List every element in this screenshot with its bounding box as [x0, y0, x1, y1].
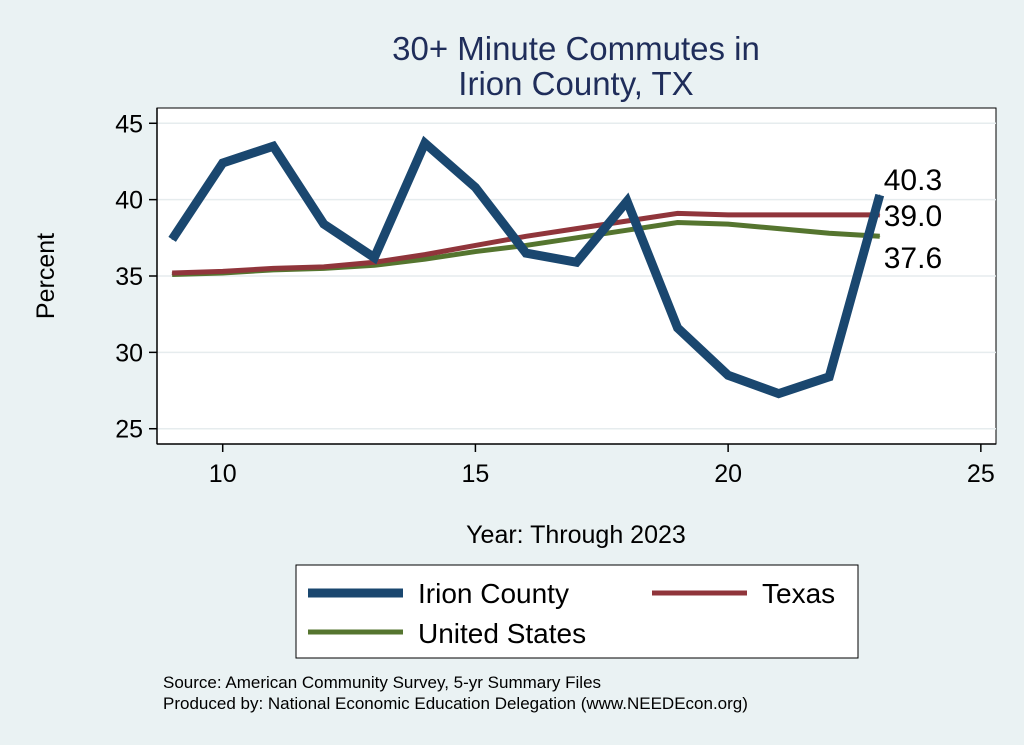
- end-labels: 40.339.0 37.6: [884, 164, 942, 275]
- data-point-irion-county-14: [424, 142, 426, 144]
- chart-title-line-1: 30+ Minute Commutes in: [392, 30, 760, 67]
- data-point-irion-county-16: [525, 252, 527, 254]
- y-tick-label-45: 45: [115, 110, 143, 138]
- y-tick-label-30: 30: [115, 339, 143, 367]
- data-point-united-states-14: [424, 258, 426, 260]
- y-tick-label-35: 35: [115, 263, 143, 291]
- end-label-irion-county: 40.3: [884, 164, 942, 197]
- data-point-texas-16: [525, 235, 527, 237]
- legend: Irion County Texas United States: [295, 564, 859, 659]
- series: [168, 135, 885, 399]
- data-point-texas-15: [474, 244, 476, 246]
- data-point-united-states-17: [576, 237, 577, 239]
- data-point-irion-county-13: [373, 257, 375, 259]
- data-point-texas-12: [323, 266, 325, 268]
- data-point-irion-county-20: [727, 374, 729, 376]
- data-point-irion-county-15: [474, 186, 476, 188]
- data-point-irion-county-23: [879, 194, 881, 196]
- data-point-texas-10: [222, 270, 224, 272]
- y-tick-label-25: 25: [115, 416, 143, 444]
- data-point-united-states-19: [677, 222, 679, 224]
- data-point-irion-county-9: [171, 238, 173, 240]
- legend-label-united-states: United States: [418, 618, 586, 649]
- data-point-irion-county-21: [778, 393, 780, 395]
- data-point-united-states-20: [727, 223, 729, 225]
- y-axis-title: Percent: [32, 233, 60, 319]
- data-point-texas-11: [272, 267, 274, 269]
- data-point-united-states-23: [879, 235, 881, 237]
- produced-by-note: Produced by: National Economic Education…: [163, 694, 748, 713]
- legend-label-irion-county: Irion County: [418, 578, 569, 609]
- data-point-texas-21: [778, 214, 780, 216]
- chart-title-line-2: Irion County, TX: [458, 65, 693, 102]
- end-label-texas: 39.0: [884, 200, 942, 233]
- data-point-texas-19: [677, 212, 679, 214]
- legend-label-texas: Texas: [762, 578, 835, 609]
- ticks: 25 30 35 40 45 10 15 20 25: [115, 110, 995, 488]
- source-note: Source: American Community Survey, 5-yr …: [163, 673, 601, 692]
- data-point-texas-18: [626, 220, 628, 222]
- x-axis-title: Year: Through 2023: [466, 521, 686, 549]
- data-point-irion-county-12: [323, 223, 325, 225]
- end-label-united-states: 37.6: [884, 242, 942, 275]
- x-tick-label-10: 10: [209, 460, 237, 488]
- data-point-texas-14: [424, 254, 426, 256]
- data-point-texas-23: [879, 214, 881, 216]
- data-point-texas-9: [171, 272, 173, 274]
- data-point-irion-county-10: [222, 162, 224, 164]
- data-point-united-states-22: [828, 232, 830, 234]
- data-point-texas-17: [576, 228, 577, 230]
- legend-box: [295, 564, 859, 659]
- data-point-irion-county-18: [626, 200, 628, 202]
- data-point-irion-county-17: [576, 261, 577, 263]
- data-point-irion-county-22: [828, 376, 830, 378]
- data-point-irion-county-19: [677, 327, 679, 329]
- data-point-united-states-21: [778, 228, 780, 230]
- data-point-irion-county-11: [272, 145, 274, 147]
- x-tick-label-15: 15: [462, 460, 490, 488]
- x-tick-label-20: 20: [714, 460, 742, 488]
- data-point-united-states-15: [474, 251, 476, 253]
- x-tick-label-25: 25: [967, 460, 995, 488]
- data-point-texas-20: [727, 214, 729, 216]
- data-point-united-states-13: [373, 264, 375, 266]
- data-point-texas-22: [828, 214, 830, 216]
- data-point-united-states-18: [626, 229, 628, 231]
- y-tick-label-40: 40: [115, 187, 143, 215]
